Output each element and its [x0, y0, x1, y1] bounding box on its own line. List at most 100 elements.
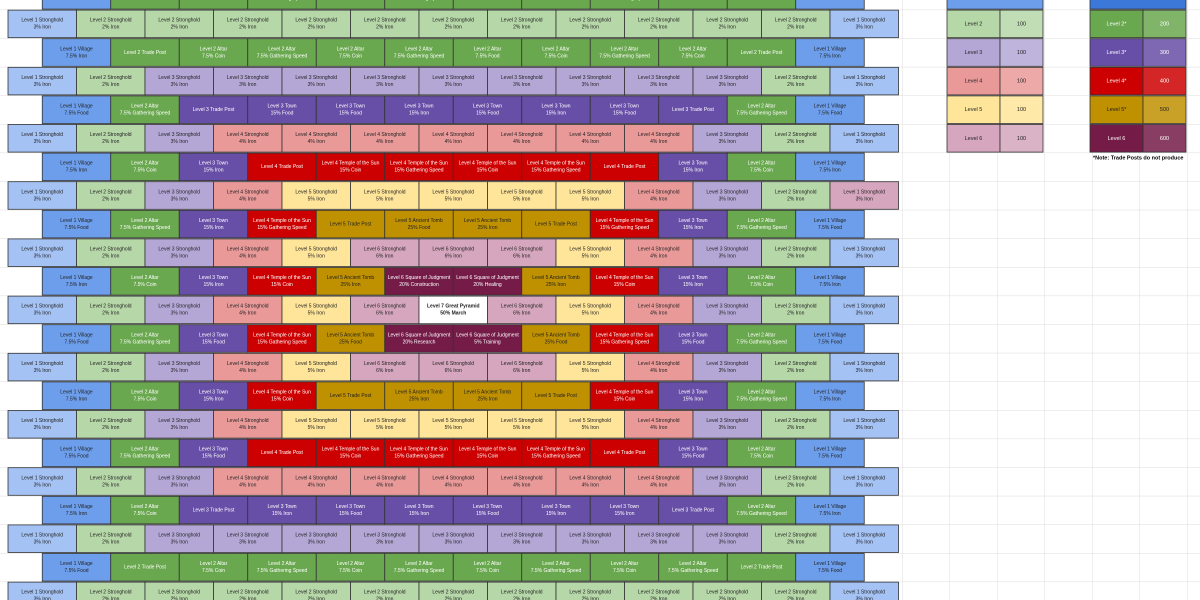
legend-cut-row — [946, 0, 1044, 10]
cell-box — [795, 152, 865, 182]
cell-label: Level 4 Stronghold — [501, 132, 543, 138]
cell-box — [829, 410, 899, 439]
grid-cell: Level 5 Trade Post — [315, 209, 386, 239]
cell-bonus: 5% Iron — [582, 425, 599, 431]
cell-box — [384, 0, 454, 10]
cell-label: Level 3 Stronghold — [432, 533, 474, 539]
cell-bonus: 3% Iron — [171, 368, 188, 374]
cell-label: Level 2 Stronghold — [90, 247, 132, 253]
cell-bonus: 4% Iron — [650, 368, 667, 374]
cell-bonus: 5% Iron — [582, 368, 599, 374]
cell-label: Level 2 Stronghold — [775, 590, 817, 596]
cell-label: Level 2 Trade Post — [741, 50, 783, 56]
cell-label: Level 4 Temple of the Sun — [390, 161, 448, 167]
legend-swatch — [946, 124, 1001, 153]
cell-bonus: 2% Iron — [102, 597, 119, 600]
cell-bonus: 7.5% Coin — [133, 168, 156, 174]
cell-label: Level 3 Town — [678, 332, 707, 338]
cell-bonus: 6% Iron — [513, 311, 530, 317]
cell-box — [624, 524, 694, 553]
cell-box — [658, 0, 728, 10]
cell-label: Level 5 Ancient Tomb — [532, 332, 580, 338]
cell-label: Level 2 Altar — [405, 561, 433, 567]
cell-label: Level 1 Stronghold — [843, 361, 885, 367]
cell-bonus: 15% Iron — [683, 225, 703, 231]
grid-cell: Level 5 Trade Post — [315, 381, 386, 410]
cell-box — [726, 95, 797, 124]
cell-label: Level 2 Stronghold — [775, 304, 817, 310]
cell-box — [795, 0, 865, 10]
cell-bonus: 15% Food — [202, 339, 225, 345]
cell-bonus: 5% Iron — [376, 425, 393, 431]
cell-label: Level 2 Stronghold — [90, 590, 132, 596]
legend-label: Level 5* — [1107, 107, 1128, 113]
cell-label: Level 3 Stronghold — [295, 75, 337, 81]
cell-bonus: 4% Iron — [308, 482, 325, 488]
cell-bonus: 15% Iron — [409, 111, 429, 117]
cell-bonus: 50% March — [440, 311, 466, 317]
cell-label: Level 4 Stronghold — [501, 475, 543, 481]
cell-bonus: 3% Iron — [171, 425, 188, 431]
cell-label: Level 3 Stronghold — [364, 75, 406, 81]
cell-box — [521, 553, 591, 582]
legend-cut-row — [1089, 0, 1187, 10]
cell-bonus: 3% Iron — [239, 82, 256, 88]
cell-box — [110, 495, 180, 525]
cell-box — [178, 553, 249, 582]
cell-box — [726, 0, 797, 10]
cell-bonus: 15% Gathering Speed — [394, 168, 443, 174]
cell-label: Level 1 Stronghold — [21, 533, 63, 539]
cell-bonus: 7.5% Gathering Speed — [736, 397, 787, 403]
grid-cell: Level 2 Trade Post — [110, 0, 180, 10]
cell-label: Level 5 Trade Post — [535, 393, 577, 399]
cell-bonus: 3% Iron — [513, 82, 530, 88]
cell-bonus: 7.5% Gathering Speed — [120, 111, 171, 117]
cell-bonus: 3% Iron — [856, 311, 873, 317]
cell-label: Level 1 Stronghold — [21, 189, 63, 195]
cell-label: Level 5 Ancient Tomb — [395, 218, 443, 224]
cell-label: Level 5 Stronghold — [295, 247, 337, 253]
cell-label: Level 1 Stronghold — [843, 533, 885, 539]
cell-label: Level 2 Altar — [131, 504, 159, 510]
cell-bonus: 4% Iron — [650, 196, 667, 202]
cell-box — [795, 553, 865, 582]
cell-label: Level 1 Village — [60, 46, 93, 52]
cell-label: Level 3 Stronghold — [706, 189, 748, 195]
cell-label: Level 5 Stronghold — [295, 189, 337, 195]
cell-bonus: 2% Iron — [376, 597, 393, 600]
cell-label: Level 2 Stronghold — [775, 75, 817, 81]
cell-label: Level 2 Altar — [268, 561, 296, 567]
cell-label: Level 4 Stronghold — [295, 132, 337, 138]
cell-label: Level 2 Stronghold — [638, 590, 680, 596]
cell-bonus: 2% Iron — [787, 425, 804, 431]
cell-box — [795, 495, 865, 525]
cell-label: Level 2 Altar — [131, 332, 159, 338]
legend-value: 400 — [1160, 79, 1169, 85]
cell-bonus: 4% Iron — [650, 254, 667, 260]
cell-box — [624, 66, 694, 96]
cell-box — [555, 467, 625, 496]
cell-box — [589, 38, 660, 67]
